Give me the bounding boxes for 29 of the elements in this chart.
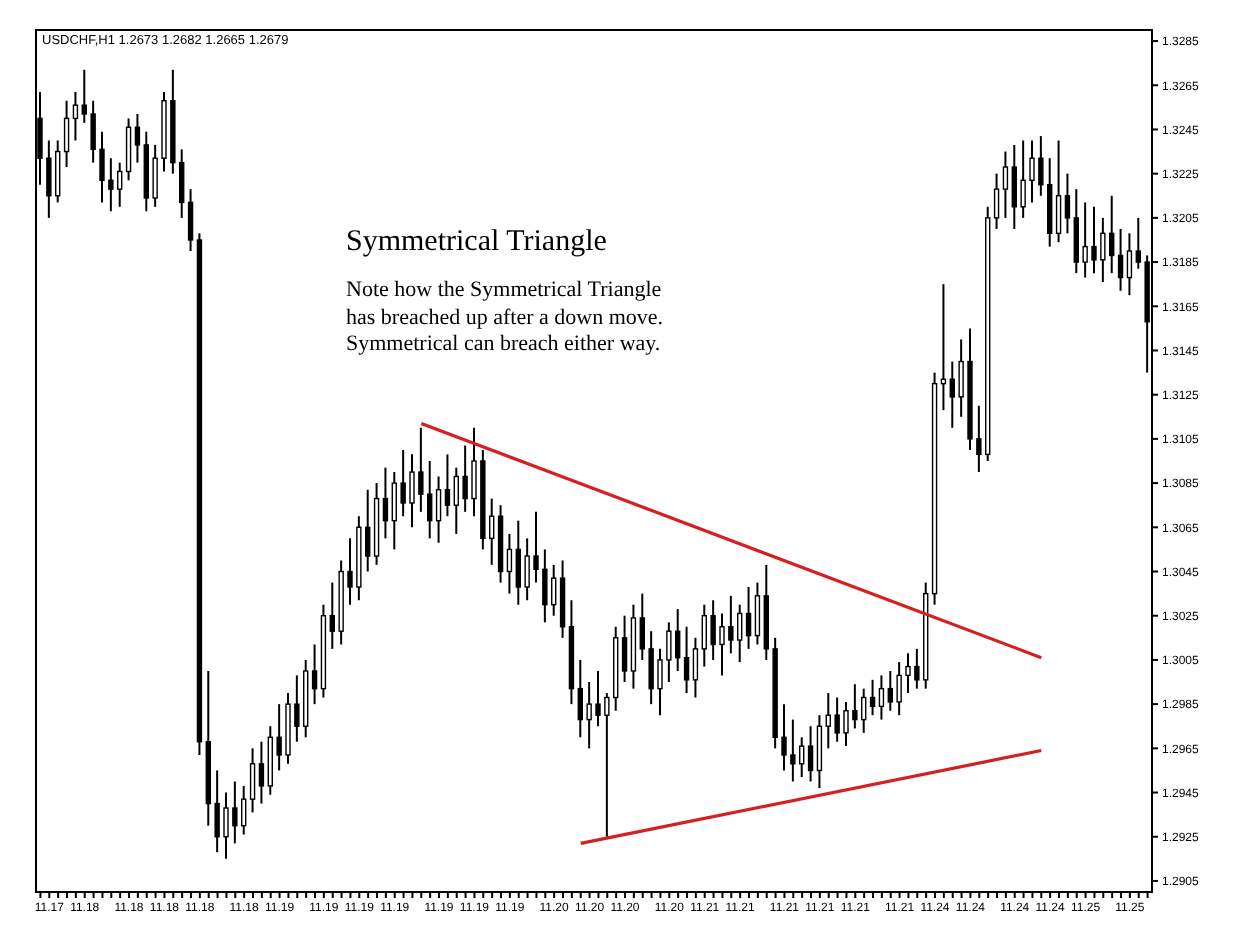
candlestick: [444, 453, 451, 518]
candlestick: [878, 674, 885, 721]
candlestick: [125, 117, 132, 182]
candlestick: [187, 188, 194, 253]
candlestick: [621, 614, 628, 684]
candlestick: [745, 585, 752, 650]
candlestick: [72, 90, 79, 142]
candlestick: [1117, 227, 1124, 292]
candlestick: [258, 740, 265, 805]
candlestick: [249, 747, 256, 814]
candlestick: [1055, 139, 1062, 244]
candlestick: [692, 636, 699, 699]
text: Symmetrical Triangle: [346, 226, 607, 260]
annotation: Note how the Symmetrical Triangle has breached up after a down move. Symmetrical can breach either way.: [346, 278, 666, 359]
candlestick: [506, 532, 513, 595]
candlestick: [1002, 150, 1009, 219]
candlestick: [435, 475, 442, 544]
candlestick: [816, 714, 823, 790]
candlestick: [311, 643, 318, 706]
candlestick: [1126, 232, 1133, 297]
candlestick: [1064, 172, 1071, 235]
candlestick: [993, 172, 1000, 230]
candlestick: [382, 466, 389, 540]
candlestick: [134, 112, 141, 164]
candlestick: [754, 581, 761, 646]
candlestick: [807, 725, 814, 783]
candlestick: [63, 99, 70, 169]
candlestick: [683, 625, 690, 695]
candlestick: [869, 678, 876, 717]
